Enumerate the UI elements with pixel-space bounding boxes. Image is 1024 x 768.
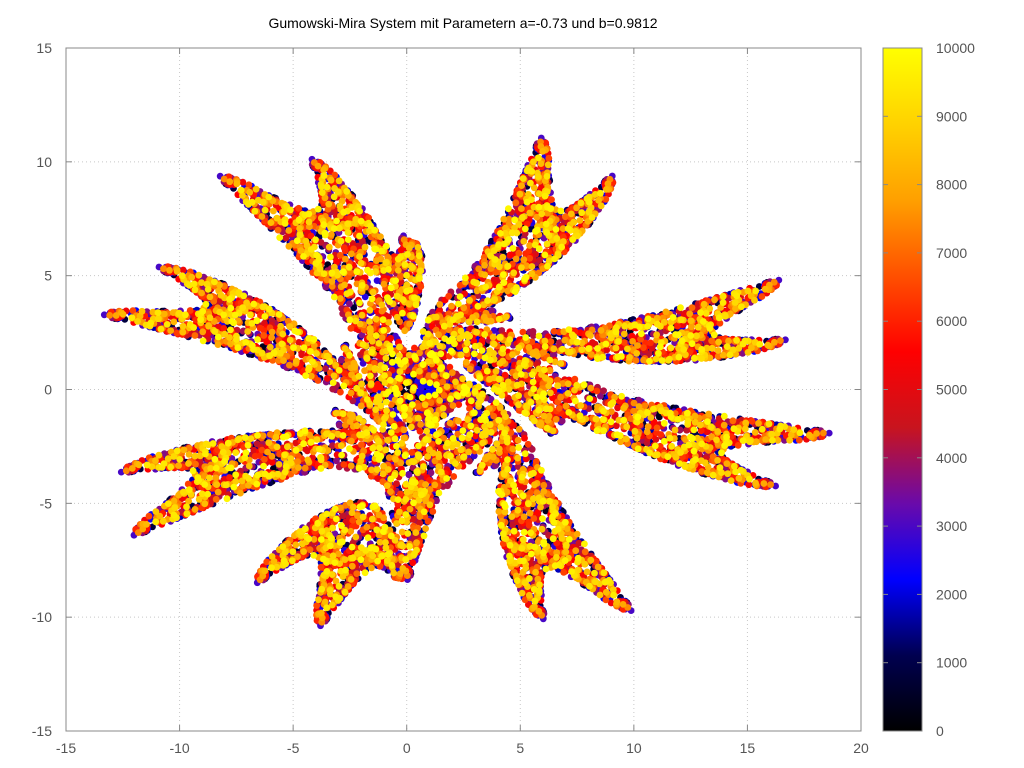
scatter-point bbox=[526, 225, 534, 233]
scatter-point bbox=[350, 304, 358, 312]
scatter-point bbox=[329, 385, 337, 393]
chart-title: Gumowski-Mira System mit Parametern a=-0… bbox=[268, 15, 657, 31]
scatter-point bbox=[322, 283, 330, 291]
scatter-points bbox=[100, 134, 833, 630]
scatter-point bbox=[335, 421, 343, 429]
scatter-point bbox=[825, 429, 833, 437]
scatter-point bbox=[529, 328, 537, 335]
scatter-point bbox=[488, 237, 495, 245]
scatter-point bbox=[444, 482, 451, 490]
scatter-point bbox=[600, 387, 607, 395]
